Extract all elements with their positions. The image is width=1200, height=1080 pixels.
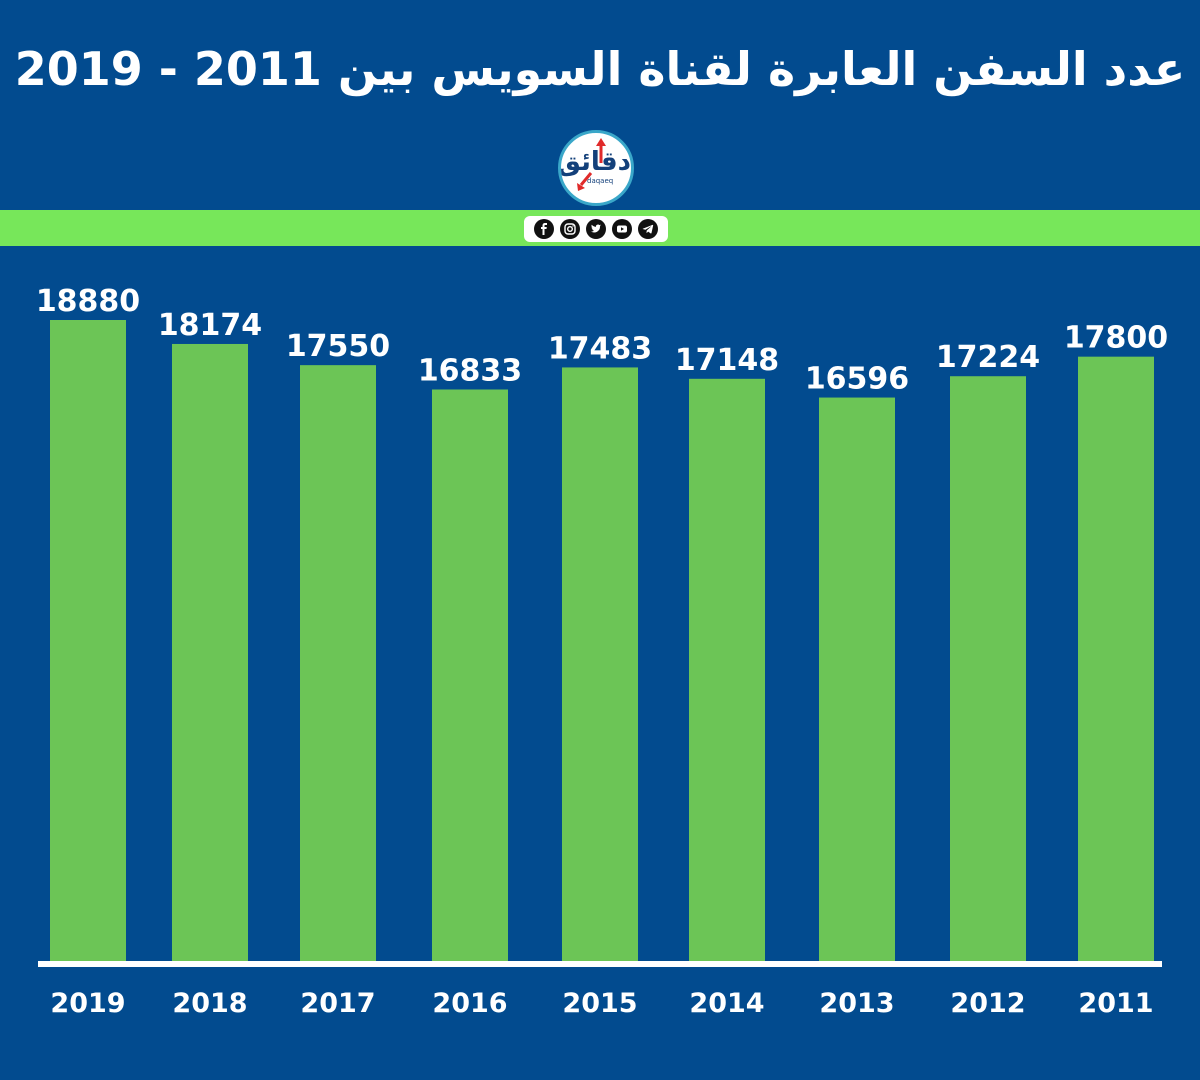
daqaeq-logo: دقائق daqaeq xyxy=(558,130,634,206)
bar-2012 xyxy=(950,376,1026,962)
logo-subtext: daqaeq xyxy=(587,177,614,185)
x-tick-label-2014: 2014 xyxy=(689,988,764,1019)
chart-title: عدد السفن العابرة لقناة السويس بين 2011 … xyxy=(14,42,1186,96)
logo-text: دقائق xyxy=(558,147,631,177)
x-tick-label-2017: 2017 xyxy=(300,988,375,1019)
instagram-icon[interactable] xyxy=(560,219,580,239)
bar-2013 xyxy=(819,397,895,962)
bar-2016 xyxy=(432,389,508,961)
value-label-2017: 17550 xyxy=(286,329,390,364)
bar-2014 xyxy=(689,378,765,961)
bar-2018 xyxy=(172,343,248,961)
value-label-2019: 18880 xyxy=(36,284,140,319)
facebook-icon[interactable] xyxy=(534,219,554,239)
x-tick-label-2011: 2011 xyxy=(1078,988,1153,1019)
x-tick-label-2013: 2013 xyxy=(819,988,894,1019)
bar-2011 xyxy=(1078,356,1154,961)
x-tick-label-2016: 2016 xyxy=(432,988,507,1019)
bar-2017 xyxy=(300,365,376,962)
youtube-icon[interactable] xyxy=(612,219,632,239)
x-tick-label-2015: 2015 xyxy=(562,988,637,1019)
value-label-2013: 16596 xyxy=(805,362,909,397)
value-label-2015: 17483 xyxy=(548,331,652,366)
value-label-2012: 17224 xyxy=(936,340,1040,375)
twitter-icon[interactable] xyxy=(586,219,606,239)
bar-2015 xyxy=(562,367,638,961)
social-bar xyxy=(524,216,668,242)
value-label-2016: 16833 xyxy=(418,353,522,388)
x-tick-label-2019: 2019 xyxy=(50,988,125,1019)
x-axis-line xyxy=(38,961,1162,967)
x-tick-label-2012: 2012 xyxy=(950,988,1025,1019)
telegram-icon[interactable] xyxy=(638,219,658,239)
x-tick-label-2018: 2018 xyxy=(172,988,247,1019)
logo-arrows-icon xyxy=(577,138,606,191)
bar-2019 xyxy=(50,320,126,961)
value-label-2014: 17148 xyxy=(675,343,779,378)
value-label-2018: 18174 xyxy=(158,308,262,343)
value-label-2011: 17800 xyxy=(1064,321,1168,356)
